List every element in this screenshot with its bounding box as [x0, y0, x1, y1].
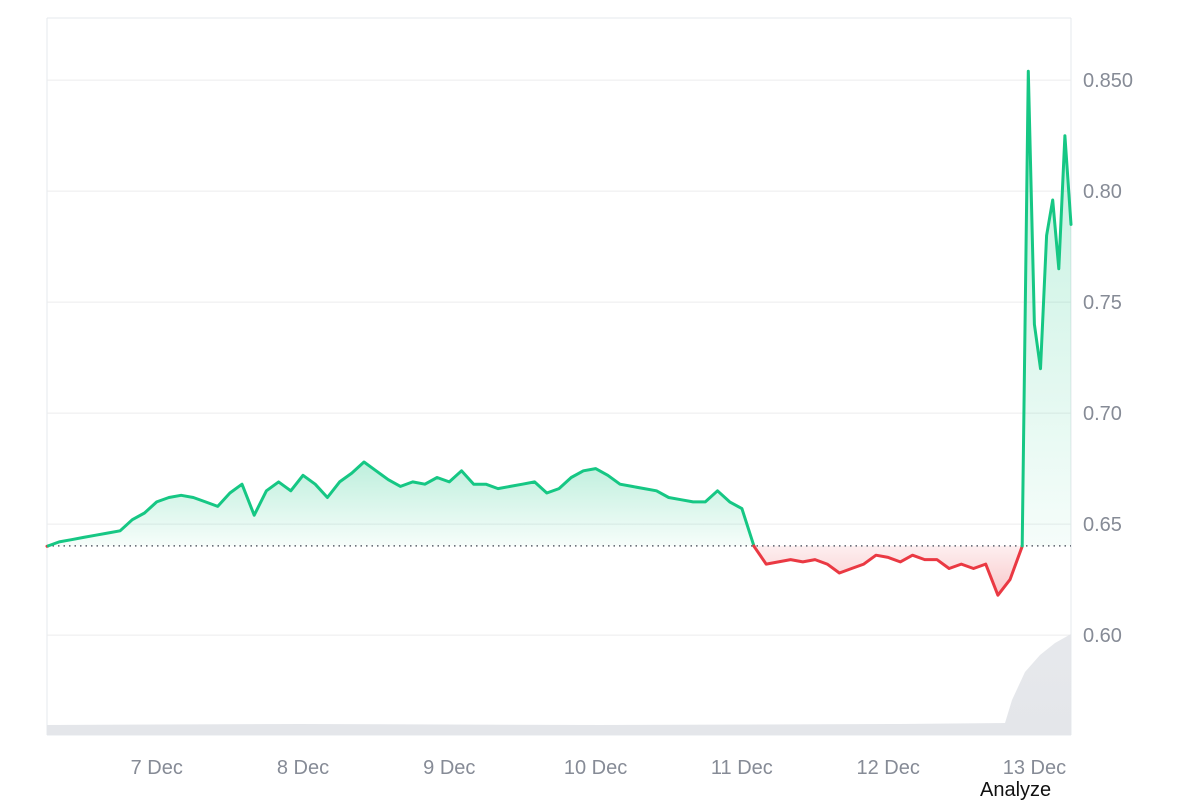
area-below-baseline [754, 546, 1022, 595]
x-tick-label: 7 Dec [131, 757, 183, 779]
x-tick-label: 13 Dec [1003, 757, 1066, 779]
y-tick-label: 0.65 [1083, 514, 1122, 536]
x-tick-label: 8 Dec [277, 757, 329, 779]
y-tick-label: 0.70 [1083, 403, 1122, 425]
y-tick-label: 0.80 [1083, 181, 1122, 203]
x-tick-label: 11 Dec [711, 757, 773, 779]
y-tick-label: 0.850 [1083, 70, 1133, 92]
volume-area [47, 634, 1071, 735]
y-tick-label: 0.75 [1083, 292, 1122, 314]
x-tick-label: 10 Dec [564, 757, 627, 779]
x-tick-label: 12 Dec [856, 757, 919, 779]
analyze-link[interactable]: Analyze [980, 778, 1051, 802]
x-tick-label: 9 Dec [423, 757, 475, 779]
y-tick-label: 0.60 [1083, 625, 1122, 647]
